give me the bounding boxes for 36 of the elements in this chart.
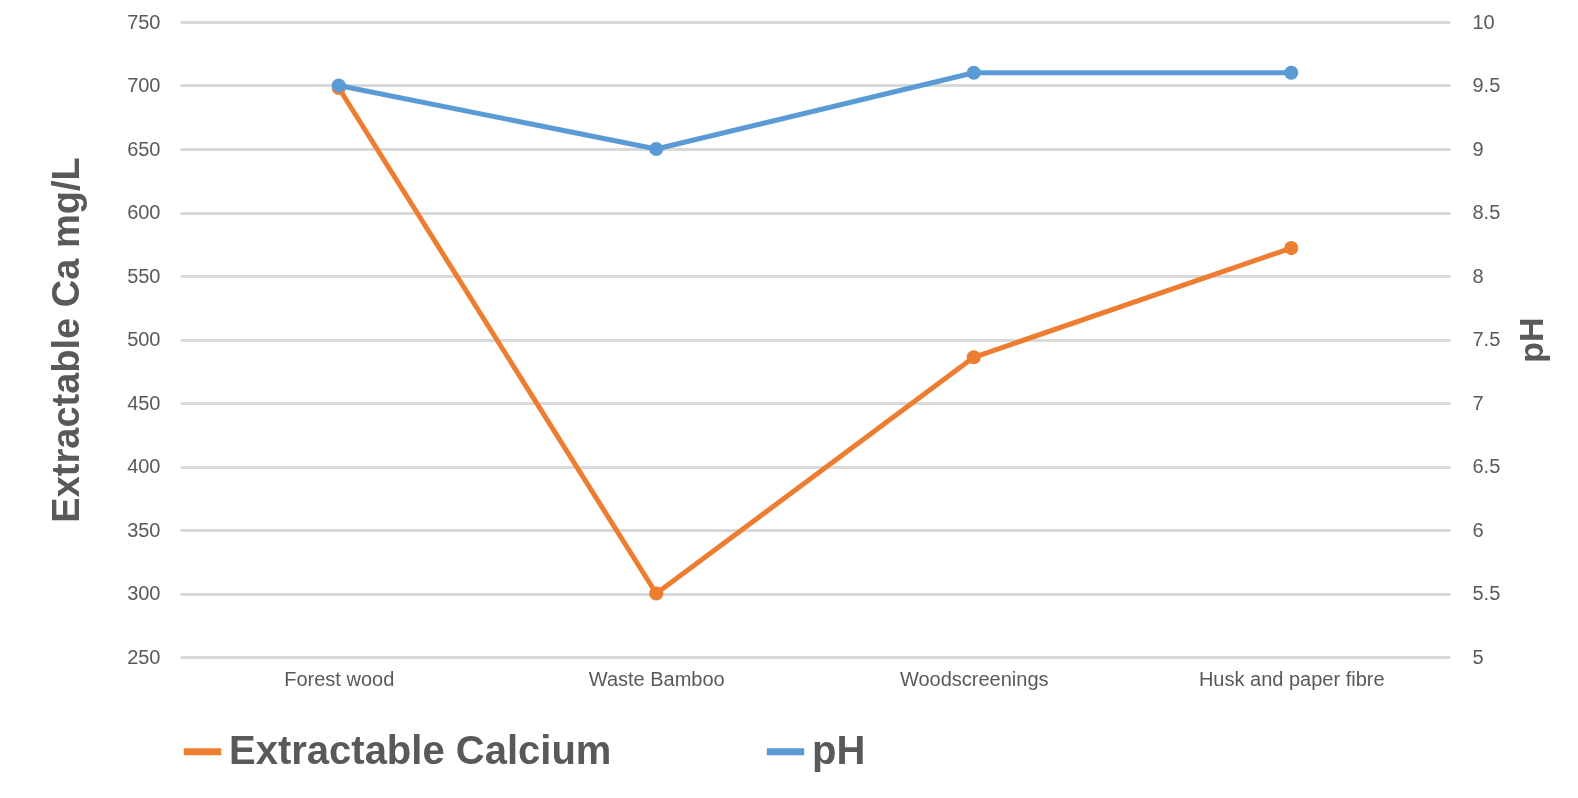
y-tick-label: 600	[127, 201, 161, 223]
point	[1284, 65, 1299, 80]
y-tick-label: 650	[127, 137, 161, 160]
y-tick-label: 750	[127, 10, 161, 33]
x-tick-label: Woodscreenings	[899, 667, 1049, 690]
point	[966, 350, 981, 365]
y2-tick-label: 6.5	[1472, 455, 1501, 477]
point	[649, 586, 664, 601]
y2-tick-label: 9	[1472, 137, 1484, 160]
y2-tick-label: 8	[1472, 264, 1484, 287]
y2-tick-label: 7	[1472, 391, 1484, 414]
legend-label: Extractable Calcium	[229, 727, 612, 772]
y-tick-label: 250	[127, 645, 161, 668]
y-axis-title: Extractable Ca mg/L	[45, 157, 88, 523]
x-tick-label: Waste Bamboo	[588, 667, 725, 690]
y2-tick-label: 9.5	[1472, 74, 1501, 96]
y2-tick-label: 5.5	[1472, 582, 1501, 604]
y-tick-label: 450	[127, 391, 161, 414]
x-tick-label: Husk and paper fibre	[1198, 667, 1385, 690]
y-tick-label: 500	[127, 328, 161, 350]
y2-axis-title: pH	[1512, 317, 1551, 363]
y2-tick-label: 5	[1472, 645, 1484, 668]
y2-tick-label: 8.5	[1472, 201, 1501, 223]
point	[649, 141, 664, 157]
y2-tick-label: 10	[1472, 10, 1495, 33]
point	[1284, 241, 1299, 256]
y-tick-label: 700	[127, 74, 161, 96]
y-tick-label: 550	[127, 264, 161, 287]
y2-tick-label: 6	[1472, 518, 1484, 541]
point	[966, 65, 981, 80]
y2-tick-label: 7.5	[1472, 328, 1501, 350]
y-tick-label: 300	[127, 582, 161, 604]
legend-label: pH	[812, 727, 866, 772]
y-tick-label: 400	[127, 455, 161, 477]
x-tick-label: Forest wood	[284, 667, 395, 690]
y-tick-label: 350	[127, 518, 161, 541]
